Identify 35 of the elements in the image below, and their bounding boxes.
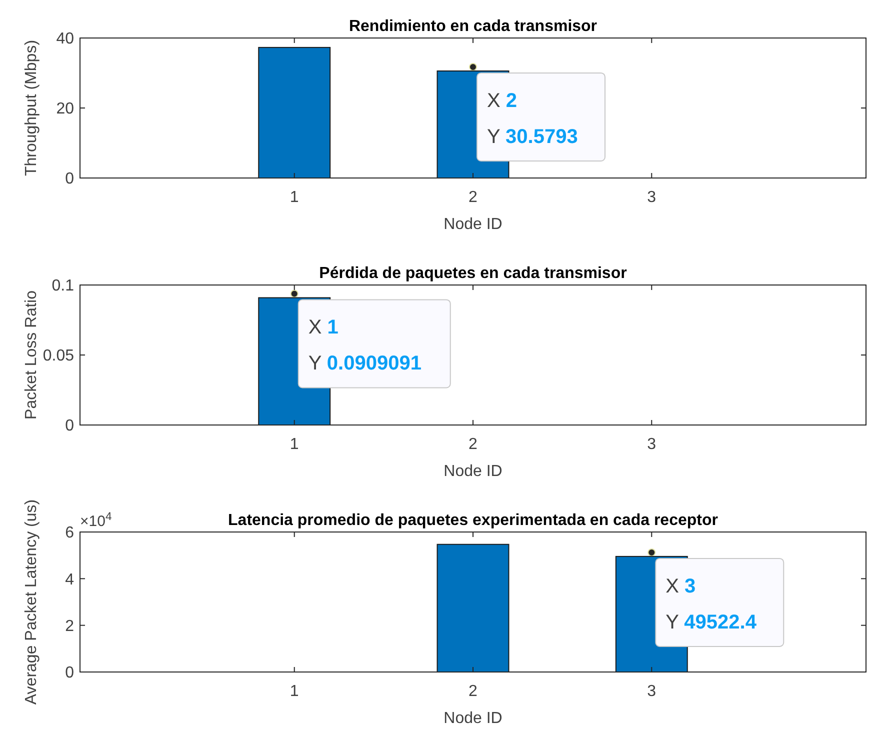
y-tick-label: 40 — [56, 30, 74, 48]
annotation: Y 0.0909091 — [308, 352, 422, 375]
annotation: Y 30.5793 — [487, 126, 578, 148]
y-tick-label: 6 — [65, 524, 74, 542]
y-tick-label: 0.05 — [42, 348, 74, 365]
y-tick-label: 0 — [65, 664, 74, 682]
x-axis-title: Node ID — [444, 216, 502, 233]
x-tick-label: 2 — [468, 436, 478, 453]
y-tick-label: 0.1 — [52, 278, 74, 295]
text: ×10$^{4}$ — [80, 511, 112, 530]
y-axis-title: Throughput (Mbps) — [23, 40, 40, 176]
x-tick-label: 1 — [290, 436, 299, 453]
x-tick-label: 3 — [647, 189, 656, 206]
y-tick-label: 20 — [56, 100, 74, 118]
annotation: X 1 — [308, 316, 338, 339]
x-tick-label: 3 — [647, 436, 656, 453]
x-axis-title: Node ID — [444, 463, 502, 480]
x-tick-label: 3 — [647, 683, 656, 700]
x-tick-label: 2 — [468, 683, 478, 700]
annotation: X 2 — [487, 90, 518, 112]
chart-title: Rendimiento en cada transmisor — [348, 18, 598, 35]
chart-title: Pérdida de paquetes en cada transmisor — [319, 265, 627, 282]
annotation: Y 49522.4 — [666, 611, 758, 634]
chart-title: Latencia promedio de paquetes experimentada en cada receptor — [228, 512, 718, 529]
y-tick-label: 0 — [65, 170, 74, 188]
annotation: X 3 — [666, 575, 696, 598]
y-axis-title: Packet Loss Ratio — [23, 290, 40, 420]
x-axis-title: Node ID — [444, 710, 502, 727]
y-tick-label: 0 — [65, 418, 74, 435]
x-tick-label: 1 — [290, 189, 299, 206]
x-tick-label: 2 — [468, 189, 478, 206]
y-tick-label: 4 — [65, 571, 74, 588]
y-axis-title: Average Packet Latency (us) — [23, 499, 40, 705]
x-tick-label: 1 — [290, 683, 299, 700]
y-tick-label: 2 — [65, 618, 74, 635]
